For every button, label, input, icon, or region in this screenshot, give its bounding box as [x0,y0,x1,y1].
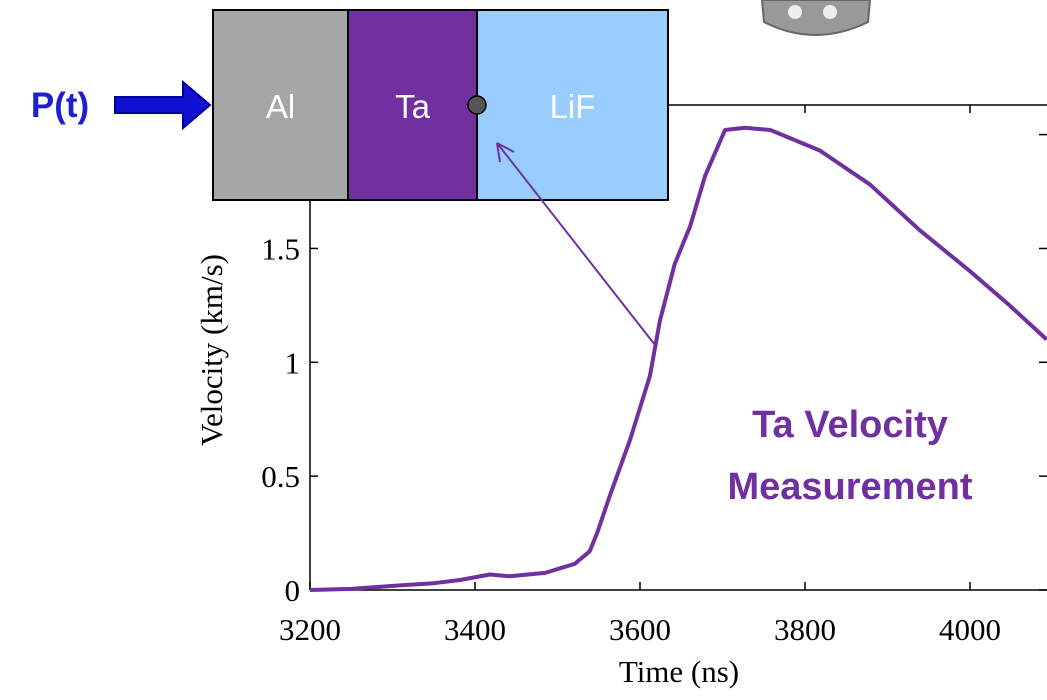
layer-label: LiF [550,88,596,125]
y-tick-label: 0 [285,573,301,608]
x-tick-label: 3200 [279,612,341,647]
annotation-text: Ta Velocity [752,404,948,446]
x-axis-title: Time (ns) [619,654,739,689]
annotation-text: Measurement [728,466,973,508]
velocity-line [309,125,1047,592]
annotation: Ta Velocity Measurement [728,404,973,508]
layer [347,9,478,201]
y-tick-label: 0.5 [261,459,300,494]
x-tick-label: 4000 [939,612,1001,647]
x-tick-label: 3600 [609,612,671,647]
pointer-line [496,142,656,346]
x-tick-label: 3800 [774,612,836,647]
y-tick-label: 1.5 [261,231,300,266]
probe-point [467,95,487,115]
layer-label: Ta [395,88,431,125]
layer [476,9,669,201]
layer-label: Al [266,88,295,125]
y-axis-title: Velocity (km/s) [194,254,229,446]
pressure-arrow [114,79,212,131]
y-tick-label: 1 [285,345,301,380]
layer [212,9,349,201]
pointer-head [496,142,515,163]
input-label: P(t) [31,86,89,125]
device-image [760,0,872,36]
x-tick-label: 3400 [444,612,506,647]
sample-diagram: P(t) Al Ta LiF [31,9,669,346]
